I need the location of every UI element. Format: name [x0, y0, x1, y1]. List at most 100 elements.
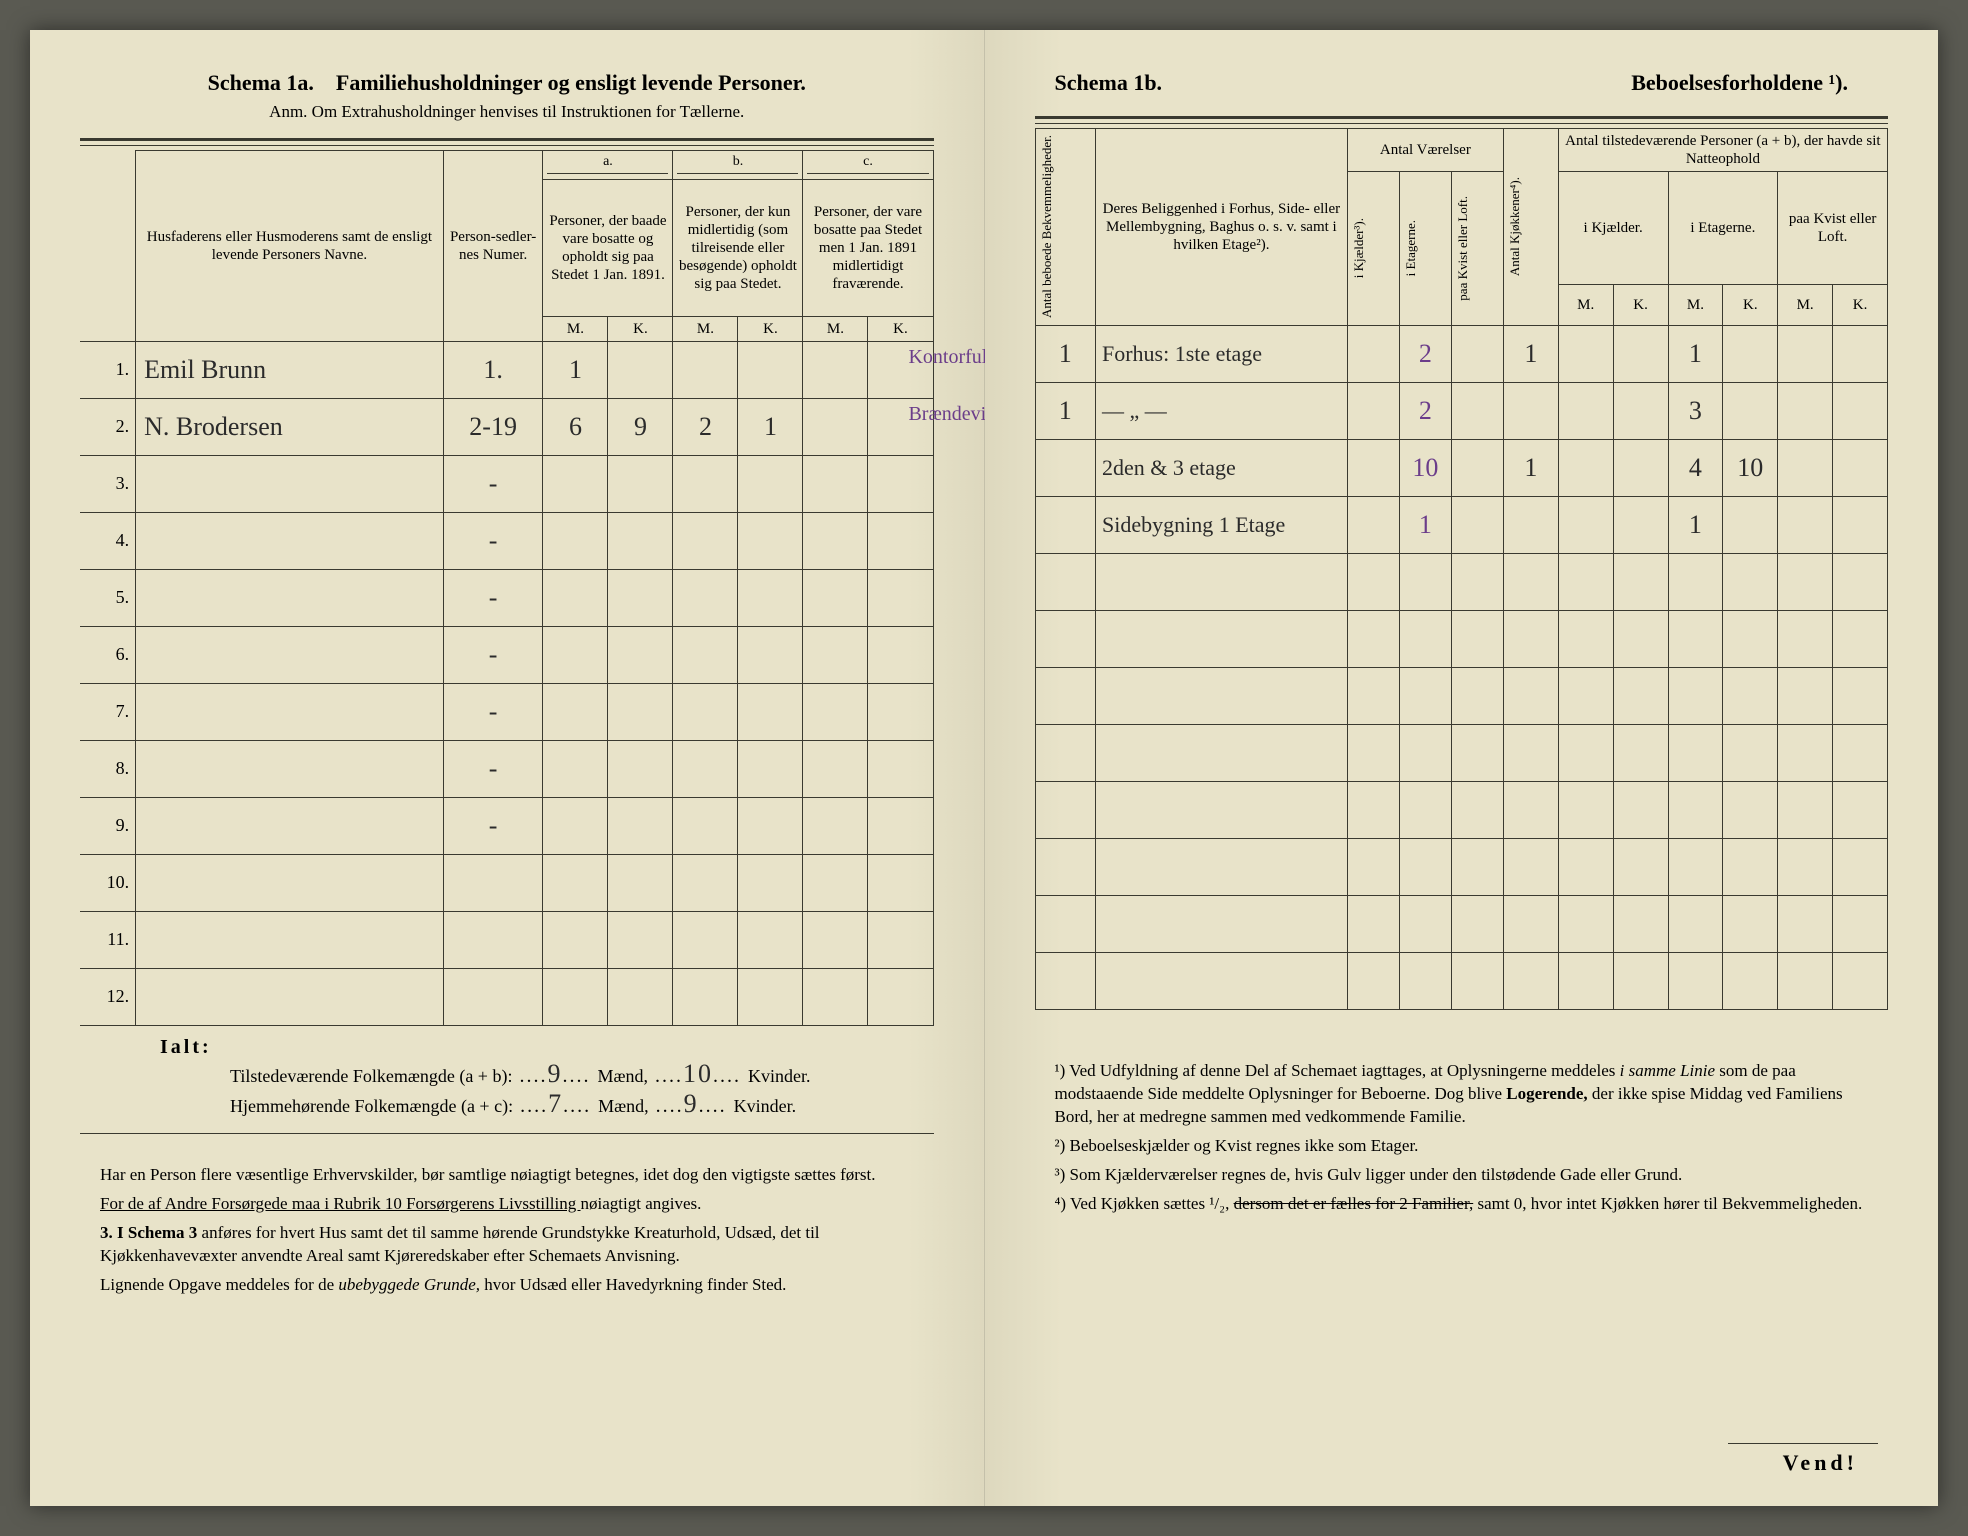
table-1b: Antal beboede Bekvemmeligheder. Deres Be… [1035, 128, 1889, 1010]
cell-cK [868, 968, 933, 1025]
cell-bM [673, 740, 738, 797]
row-sedler: 2-19 [443, 398, 543, 455]
schema-1a-note: Anm. Om Extrahusholdninger henvises til … [80, 102, 934, 122]
cell-bM [673, 854, 738, 911]
cell-n2m: 3 [1668, 383, 1723, 440]
cell-cK [868, 512, 933, 569]
cell-cM [803, 968, 868, 1025]
cell-belig [1095, 896, 1347, 953]
cell-v2 [1399, 611, 1451, 668]
cell-belig [1095, 725, 1347, 782]
cell-aK [608, 911, 673, 968]
cell-aK: 9 [608, 398, 673, 455]
table-row [1035, 896, 1888, 953]
cell-bM [673, 341, 738, 398]
row-sedler: - [443, 740, 543, 797]
cell-aM [543, 911, 608, 968]
table-row: 12. [80, 968, 933, 1025]
cell-bK [738, 854, 803, 911]
cell-aM [543, 683, 608, 740]
table-row: 1.Emil Brunn1.1Kontorfuldm. med Kolonial… [80, 341, 933, 398]
mk: K. [608, 316, 673, 341]
cell-n2k [1723, 383, 1778, 440]
cell-n3k [1833, 497, 1888, 554]
cell-n2k [1723, 611, 1778, 668]
cell-n1k [1613, 953, 1668, 1010]
cell-belig [1095, 668, 1347, 725]
table-1a: Husfaderens eller Husmoderens samt de en… [80, 150, 934, 1026]
fn3-text: ³) Som Kjælderværelser regnes de, hvis G… [1055, 1165, 1683, 1184]
cell-aM [543, 968, 608, 1025]
table-row: 2den & 3 etage101410 [1035, 440, 1888, 497]
cell-bK: 1 [738, 398, 803, 455]
row-sedler: - [443, 683, 543, 740]
rule [1035, 116, 1889, 124]
cell-bK [738, 911, 803, 968]
cell-n1m [1558, 896, 1613, 953]
tilst-m: 9 [547, 1059, 562, 1088]
cell-n1m [1558, 440, 1613, 497]
cell-cM [803, 683, 868, 740]
table-row: Sidebygning 1 Etage11 [1035, 497, 1888, 554]
table-row: 1Forhus: 1ste etage211 [1035, 326, 1888, 383]
table-row: 3.- [80, 455, 933, 512]
cell-n1m [1558, 839, 1613, 896]
cell-n2m: 4 [1668, 440, 1723, 497]
cell-n1k [1613, 839, 1668, 896]
cell-bK [738, 569, 803, 626]
cell-n3m [1778, 611, 1833, 668]
table-row: 9.- [80, 797, 933, 854]
cell-aK [608, 626, 673, 683]
cell-kjok [1503, 782, 1558, 839]
schema-1a-subtitle: Familiehusholdninger og ensligt levende … [336, 70, 806, 95]
table-row [1035, 554, 1888, 611]
cell-kjok [1503, 839, 1558, 896]
cell-belig: Sidebygning 1 Etage [1095, 497, 1347, 554]
cell-cM [803, 455, 868, 512]
cell-aK [608, 341, 673, 398]
footnotes-right: ¹) Ved Udfyldning af denne Del af Schema… [1035, 1060, 1889, 1216]
cell-bekv: 1 [1035, 326, 1095, 383]
cell-n3k [1833, 839, 1888, 896]
cell-n3m [1778, 953, 1833, 1010]
cell-bK [738, 341, 803, 398]
cell-n2k [1723, 953, 1778, 1010]
table-row [1035, 953, 1888, 1010]
cell-aM [543, 740, 608, 797]
cell-cM [803, 911, 868, 968]
row-name [136, 683, 444, 740]
mk: K. [868, 316, 933, 341]
col-belig: Deres Beliggenhed i Forhus, Side- eller … [1095, 129, 1347, 326]
cell-bK [738, 968, 803, 1025]
cell-n2k [1723, 839, 1778, 896]
cell-bekv [1035, 839, 1095, 896]
cell-cM [803, 626, 868, 683]
cell-v1 [1347, 554, 1399, 611]
foot4: Lignende Opgave meddeles for de ubebygge… [100, 1274, 914, 1297]
cell-n3k [1833, 326, 1888, 383]
row-name [136, 455, 444, 512]
row-sedler: - [443, 797, 543, 854]
row-sedler: - [443, 626, 543, 683]
cell-aK [608, 968, 673, 1025]
cell-aK [608, 740, 673, 797]
cell-v1 [1347, 326, 1399, 383]
fn4: ⁴) Ved Kjøkken sættes ¹/₂, dersom det er… [1055, 1193, 1869, 1216]
table-row: 6.- [80, 626, 933, 683]
cell-n1k [1613, 383, 1668, 440]
cell-cM [803, 341, 868, 398]
v2: i Etagerne. [1404, 220, 1418, 276]
cell-n1k [1613, 326, 1668, 383]
table-row: 10. [80, 854, 933, 911]
cell-n1m [1558, 383, 1613, 440]
row-num: 3. [80, 455, 136, 512]
cell-n1k [1613, 668, 1668, 725]
cell-bK [738, 455, 803, 512]
cell-aK [608, 569, 673, 626]
row-name [136, 797, 444, 854]
cell-bK [738, 626, 803, 683]
grp-natt: Antal tilstedeværende Personer (a + b), … [1558, 129, 1887, 172]
n3: paa Kvist eller Loft. [1778, 172, 1888, 285]
cell-n3k [1833, 782, 1888, 839]
cell-bK [738, 683, 803, 740]
